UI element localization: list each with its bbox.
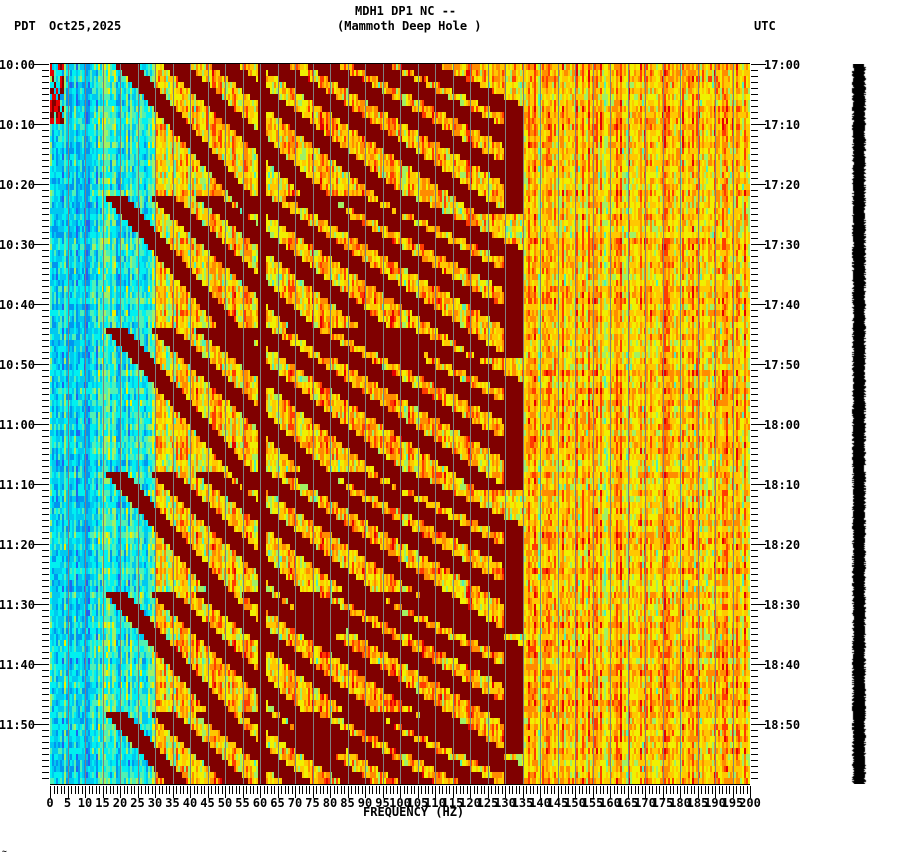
x-tick-label: 30	[148, 796, 162, 810]
x-tick-label: 195	[722, 796, 744, 810]
amplitude-trace-strip	[851, 64, 867, 784]
x-tick-label: 150	[564, 796, 586, 810]
x-tick-label: 85	[340, 796, 354, 810]
x-tick-label: 55	[235, 796, 249, 810]
x-tick-label: 10	[78, 796, 92, 810]
y-tick-label-left: 11:20	[0, 538, 35, 552]
y-tick-label-left: 10:50	[0, 358, 35, 372]
x-tick-label: 175	[652, 796, 674, 810]
date-label: Oct25,2025	[49, 19, 122, 33]
x-tick-label: 200	[739, 796, 761, 810]
y-tick-label-left: 10:00	[0, 58, 35, 72]
x-tick-label: 25	[130, 796, 144, 810]
corner-mark: ~	[2, 847, 7, 856]
x-tick-label: 100	[389, 796, 411, 810]
x-tick-label: 75	[305, 796, 319, 810]
x-tick-label: 170	[634, 796, 656, 810]
spectrogram-plot	[50, 64, 750, 784]
y-tick-label-left: 10:10	[0, 118, 35, 132]
y-tick-label-right: 18:00	[764, 418, 800, 432]
x-tick-label: 95	[375, 796, 389, 810]
x-tick-label: 165	[617, 796, 639, 810]
y-tick-label-right: 17:30	[764, 238, 800, 252]
x-tick-label: 60	[253, 796, 267, 810]
title-line-1: MDH1 DP1 NC --	[355, 4, 457, 18]
y-tick-label-right: 18:40	[764, 658, 800, 672]
x-tick-label: 190	[704, 796, 726, 810]
x-tick-label: 110	[424, 796, 446, 810]
x-tick-label: 35	[165, 796, 179, 810]
x-tick-label: 5	[64, 796, 71, 810]
y-tick-label-left: 11:50	[0, 718, 35, 732]
x-tick-label: 180	[669, 796, 691, 810]
x-tick-label: 120	[459, 796, 481, 810]
x-tick-label: 115	[442, 796, 464, 810]
y-axis-right: 17:00 17:10 17:20 17:30 17:40 17:50 18:00 18:10…	[751, 58, 800, 779]
x-tick-label: 40	[183, 796, 197, 810]
x-tick-label: 90	[358, 796, 372, 810]
y-tick-label-right: 17:50	[764, 358, 800, 372]
y-tick-label-right: 17:20	[764, 178, 800, 192]
y-tick-label-right: 18:10	[764, 478, 800, 492]
x-tick-label: 65	[270, 796, 284, 810]
y-tick-label-left: 11:40	[0, 658, 35, 672]
x-tick-label: 15	[95, 796, 109, 810]
y-tick-label-left: 10:20	[0, 178, 35, 192]
x-tick-label: 160	[599, 796, 621, 810]
y-tick-label-right: 17:00	[764, 58, 800, 72]
x-tick-label: 185	[687, 796, 709, 810]
x-tick-label: 130	[494, 796, 516, 810]
x-tick-label: 145	[547, 796, 569, 810]
y-tick-label-left: 10:40	[0, 298, 35, 312]
y-tick-label-left: 11:30	[0, 598, 35, 612]
x-tick-label: 80	[323, 796, 337, 810]
y-tick-label-right: 17:40	[764, 298, 800, 312]
y-tick-label-right: 18:20	[764, 538, 800, 552]
x-tick-label: 125	[477, 796, 499, 810]
y-tick-label-right: 17:10	[764, 118, 800, 132]
y-tick-label-right: 18:30	[764, 598, 800, 612]
right-timezone-label: UTC	[754, 19, 776, 33]
left-timezone-label: PDT	[14, 19, 36, 33]
x-tick-label: 45	[200, 796, 214, 810]
x-tick-label: 140	[529, 796, 551, 810]
x-axis-title: FREQUENCY (HZ)	[363, 805, 464, 819]
x-tick-label: 155	[582, 796, 604, 810]
y-tick-label-left: 10:30	[0, 238, 35, 252]
title-line-2: (Mammoth Deep Hole )	[337, 19, 482, 33]
x-tick-label: 50	[218, 796, 232, 810]
y-axis-left: 10:00 10:10 10:20 10:30 10:40 10:50 11:00 11:10…	[0, 58, 49, 779]
x-tick-label: 0	[46, 796, 53, 810]
y-tick-label-right: 18:50	[764, 718, 800, 732]
y-tick-label-left: 11:00	[0, 418, 35, 432]
x-tick-label: 135	[512, 796, 534, 810]
x-tick-label: 20	[113, 796, 127, 810]
x-tick-label: 70	[288, 796, 302, 810]
x-tick-label: 105	[407, 796, 429, 810]
x-axis: 0 5 10 15 20 25 30 35 40 45 50 55 60 65 70 75 80 85 90 95 10…	[46, 63, 761, 810]
y-tick-label-left: 11:10	[0, 478, 35, 492]
